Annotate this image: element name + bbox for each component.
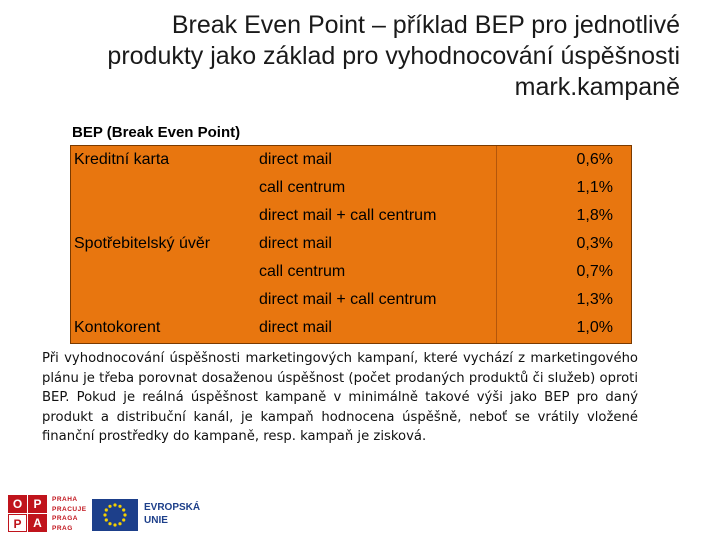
oppa-letter: P xyxy=(28,495,47,513)
praha-line: PRAGA xyxy=(52,515,78,522)
channel-cell: direct mail xyxy=(259,151,332,168)
bep-value-cell: 1,8% xyxy=(576,207,613,224)
bep-value-cell: 0,6% xyxy=(576,151,613,168)
title-line-1: Break Even Point – příklad BEP pro jedno… xyxy=(171,11,680,39)
table-divider xyxy=(496,146,497,343)
channel-cell: direct mail + call centrum xyxy=(259,207,437,224)
eu-logo-text: EVROPSKÁ UNIE xyxy=(144,501,200,527)
bep-value-cell: 0,3% xyxy=(576,235,613,252)
bep-table: Kreditní karta direct mail 0,6% call cen… xyxy=(70,145,632,344)
footer-logos: O P P A PRAHA PRACUJE PRAGA PRAG EVROPSK… xyxy=(8,495,200,535)
product-cell: Spotřebitelský úvěr xyxy=(74,235,211,252)
product-cell: Kontokorent xyxy=(74,319,161,336)
praha-line: PRAHA xyxy=(52,496,78,503)
slide-title: Break Even Point – příklad BEP pro jedno… xyxy=(40,10,680,103)
oppa-logo: O P P A xyxy=(8,495,48,533)
channel-cell: direct mail + call centrum xyxy=(259,291,437,308)
eu-line-1: EVROPSKÁ xyxy=(144,502,201,513)
channel-cell: direct mail xyxy=(259,319,332,336)
praha-logo-text: PRAHA PRACUJE PRAGA PRAG xyxy=(52,495,87,533)
table-row: call centrum 0,7% xyxy=(71,258,631,286)
table-row: direct mail + call centrum 1,8% xyxy=(71,202,631,230)
title-line-2: produkty jako základ pro vyhodnocování ú… xyxy=(107,42,680,70)
bep-value-cell: 0,7% xyxy=(576,263,613,280)
oppa-letter: O xyxy=(8,495,27,513)
oppa-letter: A xyxy=(28,514,47,532)
bep-value-cell: 1,3% xyxy=(576,291,613,308)
table-row: Kreditní karta direct mail 0,6% xyxy=(71,146,631,174)
bep-value-cell: 1,0% xyxy=(576,319,613,336)
praha-line: PRAG xyxy=(52,524,73,532)
table-row: call centrum 1,1% xyxy=(71,174,631,202)
table-row: Kontokorent direct mail 1,0% xyxy=(71,314,631,342)
channel-cell: call centrum xyxy=(259,179,346,196)
eu-line-2: UNIE xyxy=(144,515,168,526)
table-row: Spotřebitelský úvěr direct mail 0,3% xyxy=(71,230,631,258)
channel-cell: direct mail xyxy=(259,235,332,252)
eu-flag-icon xyxy=(92,499,138,531)
bep-value-cell: 1,1% xyxy=(576,179,613,196)
table-row: direct mail + call centrum 1,3% xyxy=(71,286,631,314)
channel-cell: call centrum xyxy=(259,263,346,280)
praha-line: PRACUJE xyxy=(52,505,87,513)
product-cell: Kreditní karta xyxy=(74,151,170,168)
explanation-paragraph: Při vyhodnocování úspěšnosti marketingov… xyxy=(42,351,638,445)
title-line-3: mark.kampaně xyxy=(514,73,680,101)
oppa-letter: P xyxy=(8,514,27,532)
bep-heading: BEP (Break Even Point) xyxy=(72,124,241,141)
